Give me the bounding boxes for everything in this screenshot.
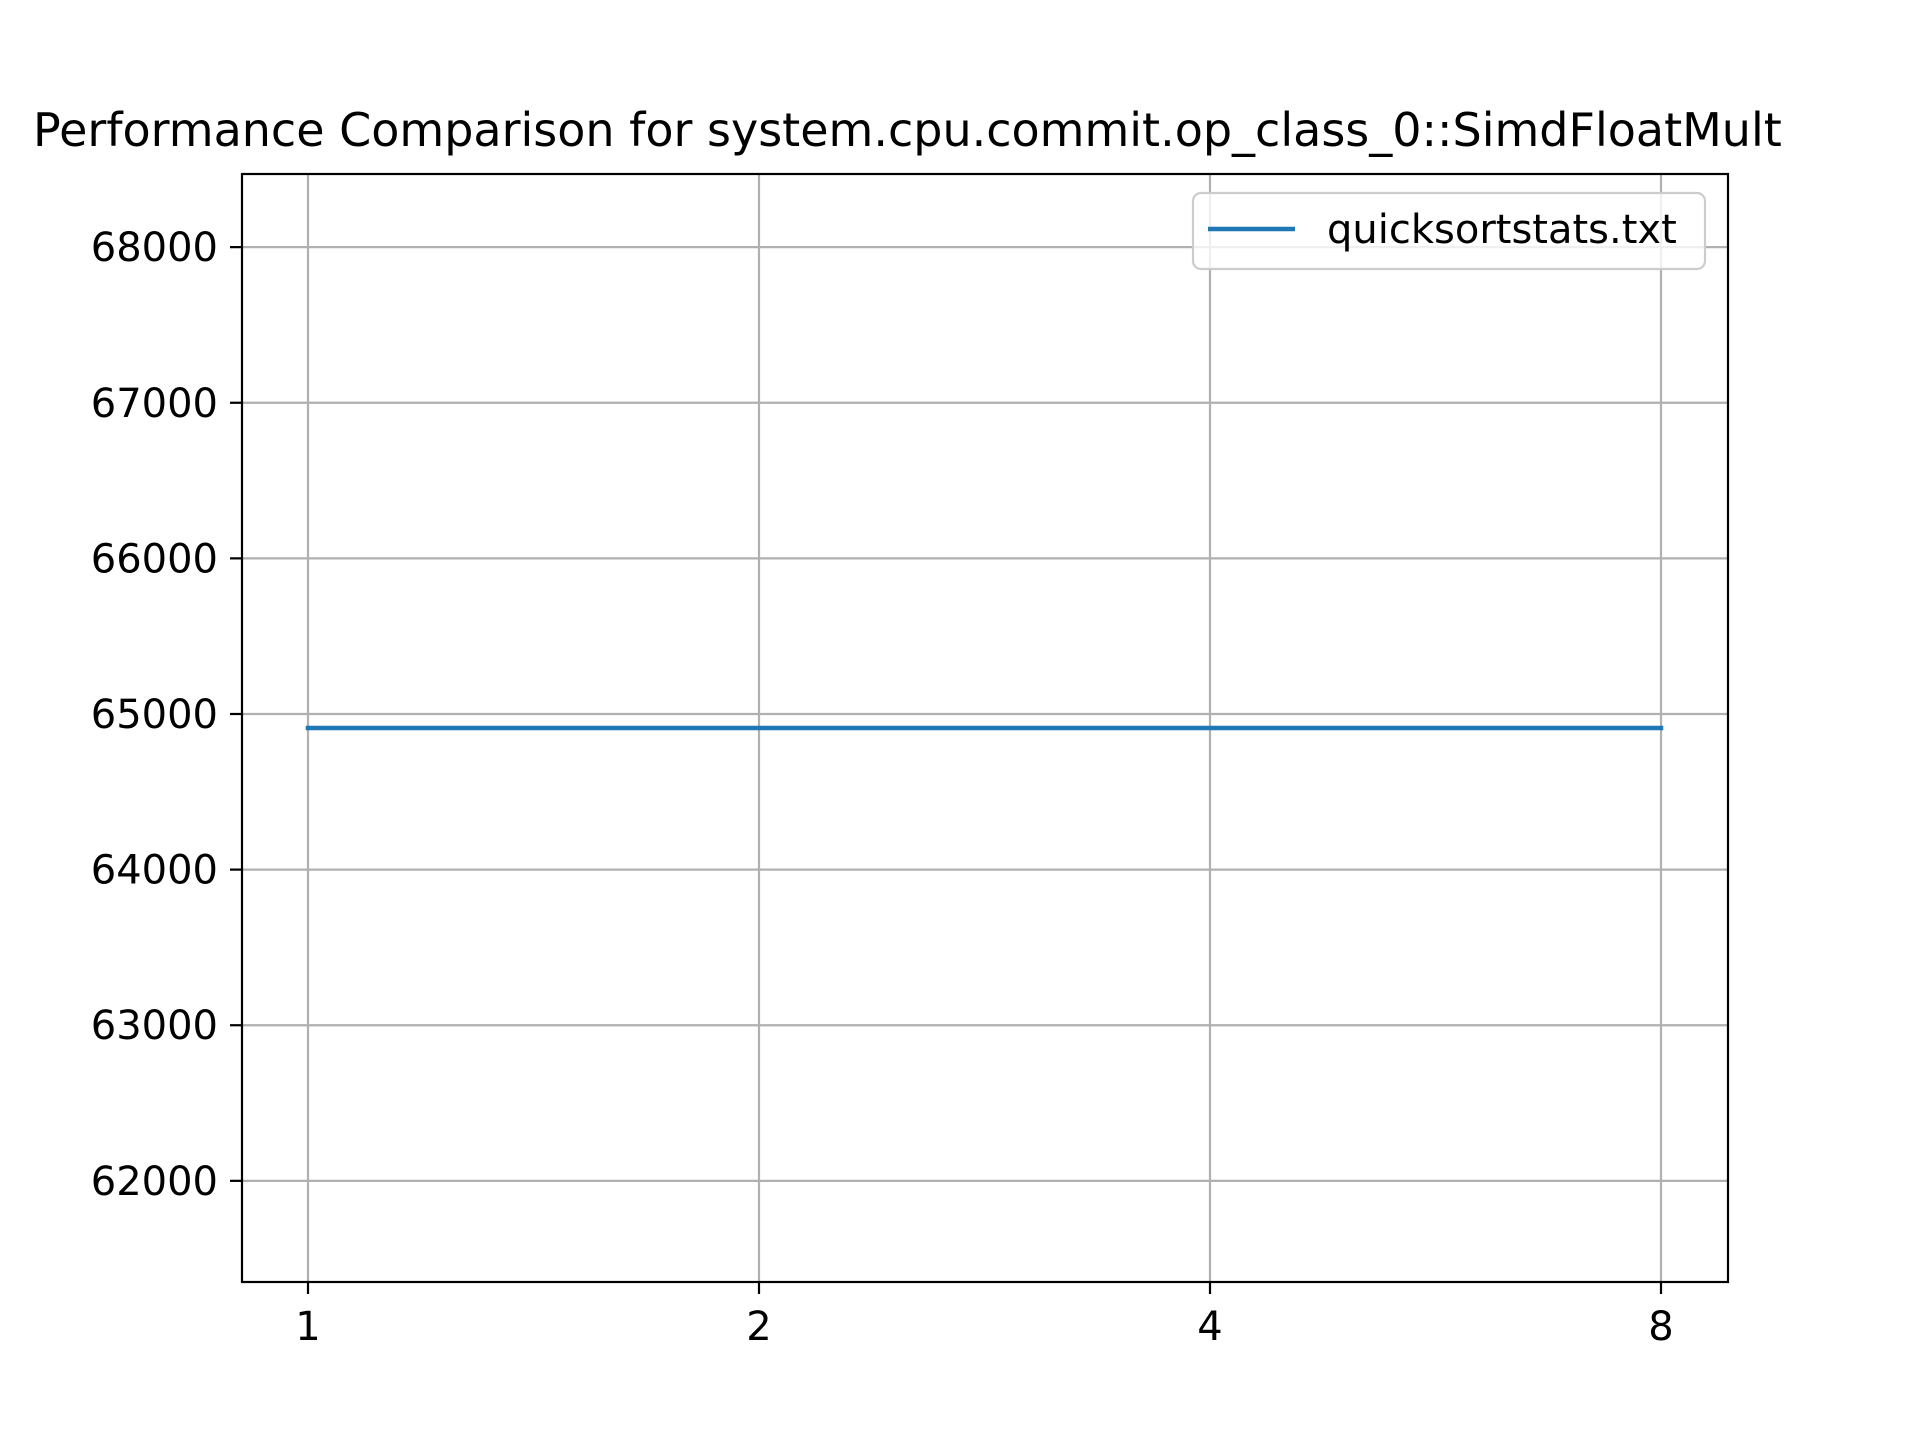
x-tick-label: 8 [1648,1304,1673,1350]
x-axis: 1 2 4 8 [295,1282,1674,1350]
y-axis: 62000 63000 64000 65000 66000 67000 68000 [91,225,242,1205]
x-tick-label: 2 [746,1304,771,1350]
chart-title: Performance Comparison for system.cpu.co… [33,103,1782,157]
y-tick-label: 63000 [91,1003,218,1049]
legend: quicksortstats.txt [1191,191,1707,271]
y-tick-label: 62000 [91,1159,218,1205]
legend-box [1191,191,1707,271]
y-tick-label: 67000 [91,381,218,427]
x-tick-label: 4 [1197,1304,1222,1350]
plot-frame [240,172,1730,1284]
x-tick-label: 1 [295,1304,320,1350]
legend-label: quicksortstats.txt [1327,207,1677,253]
y-tick-label: 66000 [91,536,218,582]
y-tick-label: 65000 [91,692,218,738]
y-tick-label: 68000 [91,225,218,271]
y-tick-label: 64000 [91,848,218,894]
